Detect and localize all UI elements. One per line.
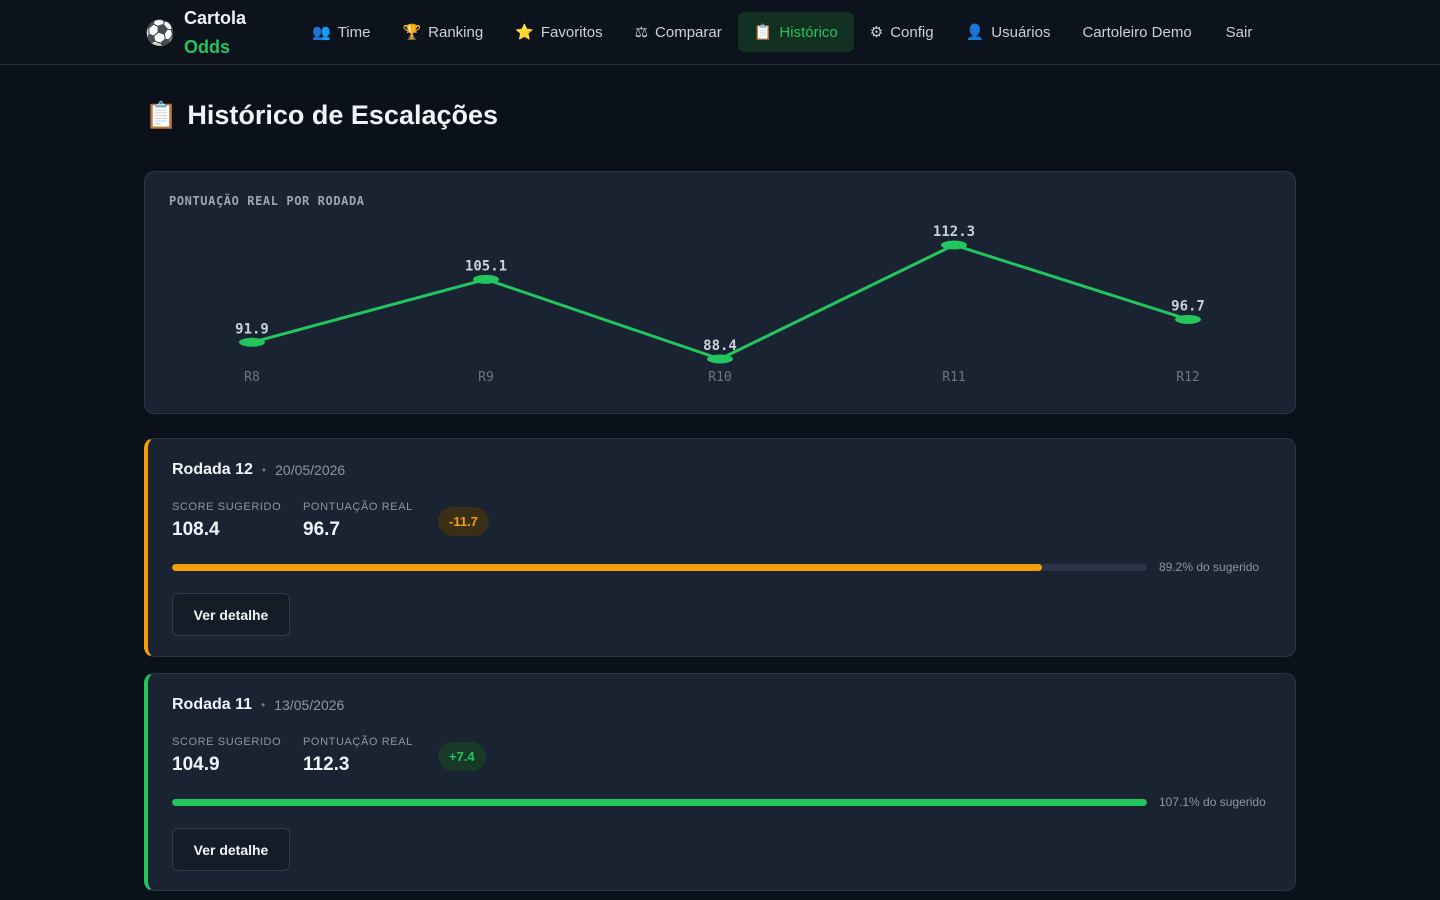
data-point[interactable] — [239, 337, 265, 347]
delta-badge: +7.4 — [438, 742, 486, 771]
data-label: 112.3 — [933, 224, 975, 240]
page-title-text: Histórico de Escalações — [187, 100, 499, 130]
nav-item-time[interactable]: 👥 Time — [296, 12, 386, 52]
nav-item-config[interactable]: ⚙ Config — [854, 12, 950, 52]
page-title: 📋 Histórico de Escalações — [145, 100, 498, 131]
nav-item-historico[interactable]: 📋 Histórico — [737, 12, 854, 52]
progress-bar — [172, 799, 1147, 806]
round-header: Rodada 11 • 13/05/2026 — [172, 696, 344, 714]
round-date: 20/05/2026 — [275, 462, 346, 478]
brand-line1: Cartola — [184, 8, 247, 28]
nav-item-favoritos[interactable]: ⭐ Favoritos — [499, 12, 618, 52]
nav-item-ranking[interactable]: 🏆 Ranking — [386, 12, 499, 52]
data-point[interactable] — [707, 354, 733, 364]
nav-item-comparar[interactable]: ⚖ Comparar — [619, 12, 738, 52]
top-navbar: ⚽ Cartola Odds 👥 Time 🏆 Ranking ⭐ Favori… — [0, 0, 1440, 65]
round-name: Rodada 11 — [172, 696, 253, 713]
x-tick-label: R9 — [478, 370, 494, 385]
nav-item-label: Histórico — [779, 23, 838, 41]
nav-item-label: Comparar — [655, 23, 722, 41]
brand-logo[interactable]: ⚽ Cartola Odds — [145, 4, 246, 62]
score-line-chart: 91.9 R8 105.1 R9 88.4 R10 112.3 R11 96.7 R12 — [235, 224, 1205, 385]
soccer-ball-icon: ⚽ — [145, 20, 175, 47]
users-icon: 👥 — [312, 24, 331, 41]
round-name: Rodada 12 — [172, 461, 253, 478]
progress-text: 107.1% do sugerido — [1159, 795, 1266, 809]
real-score-value: 112.3 — [303, 754, 350, 775]
suggested-score-value: 104.9 — [172, 754, 220, 775]
view-detail-button[interactable]: Ver detalhe — [172, 593, 290, 636]
nav-item-label: Time — [337, 23, 371, 41]
nav-links: 👥 Time 🏆 Ranking ⭐ Favoritos ⚖ Comparar … — [296, 12, 1270, 52]
real-score: PONTUAÇÃO REAL 96.7 — [303, 501, 413, 541]
separator-dot: • — [261, 463, 267, 477]
nav-item-usuarios[interactable]: 👤 Usuários — [950, 12, 1067, 52]
suggested-score: SCORE SUGERIDO 108.4 — [172, 501, 281, 541]
logout-link[interactable]: Sair — [1225, 23, 1253, 41]
x-tick-label: R11 — [942, 370, 965, 385]
progress-fill — [172, 799, 1147, 806]
data-point[interactable] — [473, 274, 499, 284]
data-label: 105.1 — [465, 258, 507, 274]
round-date: 13/05/2026 — [274, 697, 345, 713]
data-label: 91.9 — [235, 321, 269, 337]
x-tick-label: R8 — [244, 370, 260, 385]
nav-item-label: Favoritos — [540, 23, 603, 41]
suggested-score-label: SCORE SUGERIDO — [172, 501, 282, 513]
gear-icon: ⚙ — [869, 24, 884, 41]
clipboard-icon: 📋 — [145, 100, 178, 130]
real-score: PONTUAÇÃO REAL 112.3 — [303, 736, 413, 776]
x-tick-label: R10 — [708, 370, 731, 385]
suggested-score-value: 108.4 — [172, 519, 220, 540]
progress-bar — [172, 564, 1147, 571]
view-detail-button[interactable]: Ver detalhe — [172, 828, 290, 871]
x-tick-label: R12 — [1176, 370, 1199, 385]
trophy-icon: 🏆 — [402, 24, 422, 41]
nav-item-label: Ranking — [428, 23, 484, 41]
clipboard-icon: 📋 — [753, 24, 773, 41]
chart-title: PONTUAÇÃO REAL POR RODADA — [169, 194, 365, 208]
data-label: 88.4 — [703, 338, 737, 354]
brand-name: Cartola Odds — [184, 4, 246, 62]
suggested-score-label: SCORE SUGERIDO — [172, 736, 282, 748]
separator-dot: • — [261, 698, 266, 712]
round-card: Rodada 11 • 13/05/2026 SCORE SUGERIDO 10… — [144, 673, 1296, 891]
data-point[interactable] — [941, 240, 967, 250]
real-score-label: PONTUAÇÃO REAL — [303, 736, 413, 748]
scale-icon: ⚖ — [634, 24, 649, 41]
current-user-name[interactable]: Cartoleiro Demo — [1082, 23, 1192, 41]
progress-fill — [172, 564, 1042, 571]
round-card: Rodada 12 • 20/05/2026 SCORE SUGERIDO 10… — [144, 438, 1296, 657]
nav-item-label: Config — [890, 23, 934, 41]
score-chart-card: PONTUAÇÃO REAL POR RODADA 91.9 R8 105.1 R9 8… — [144, 171, 1296, 414]
star-icon: ⭐ — [515, 24, 534, 41]
real-score-label: PONTUAÇÃO REAL — [303, 501, 413, 513]
round-header: Rodada 12 • 20/05/2026 — [172, 461, 345, 479]
progress-text: 89.2% do sugerido — [1159, 560, 1260, 574]
data-point[interactable] — [1175, 314, 1201, 324]
data-label: 96.7 — [1171, 298, 1205, 314]
delta-badge: -11.7 — [438, 507, 489, 536]
suggested-score: SCORE SUGERIDO 104.9 — [172, 736, 281, 776]
brand-line2: Odds — [184, 37, 231, 57]
nav-item-label: Usuários — [991, 23, 1051, 41]
user-icon: 👤 — [965, 24, 985, 41]
real-score-value: 96.7 — [303, 519, 340, 540]
